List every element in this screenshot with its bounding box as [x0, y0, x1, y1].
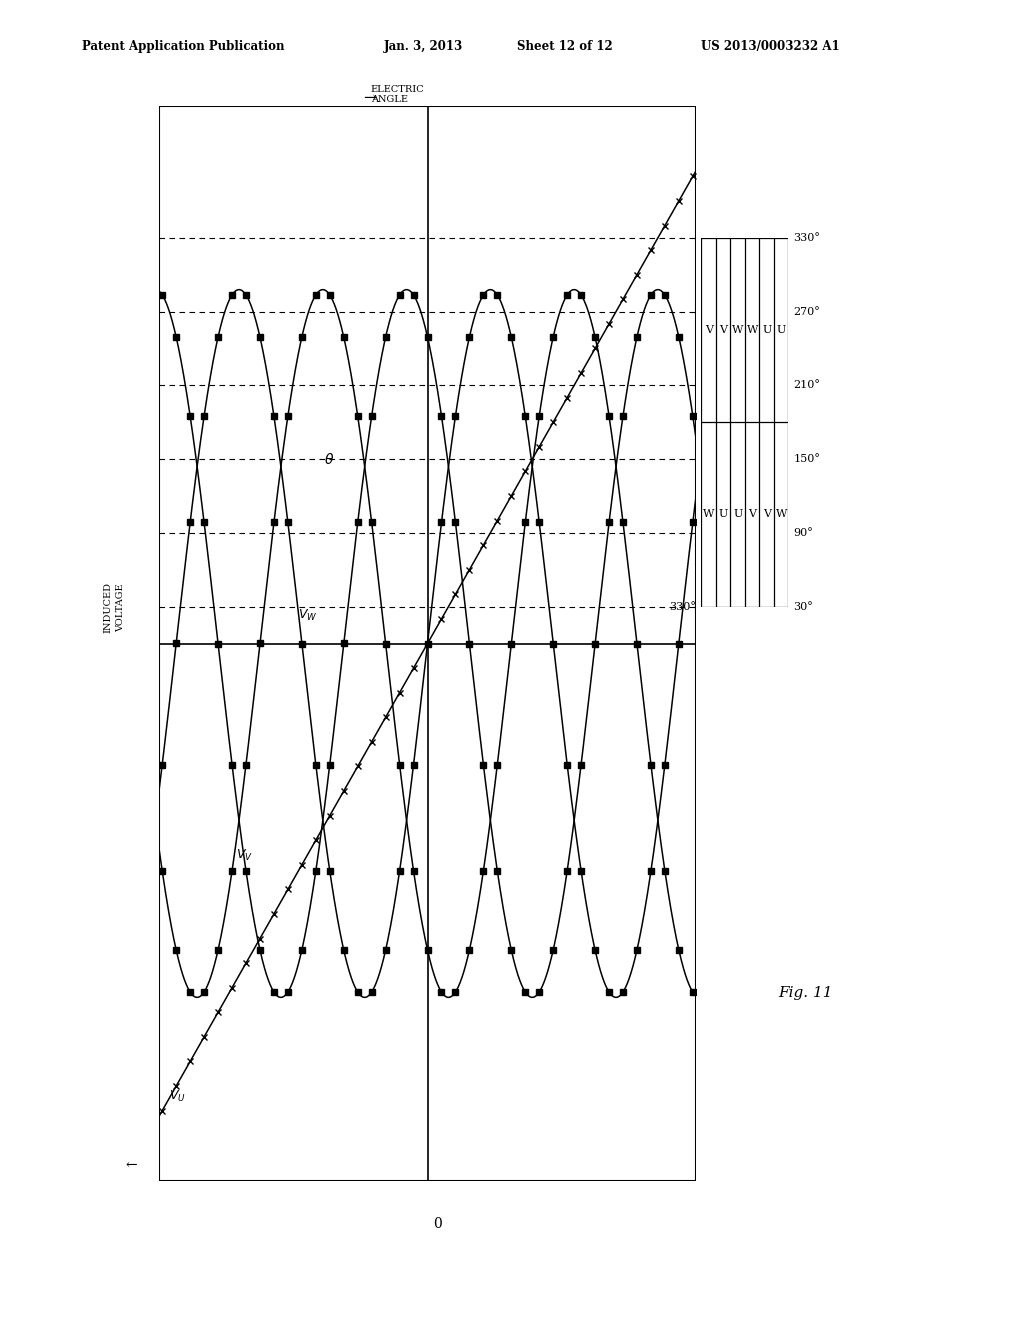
Text: INDUCED: INDUCED	[103, 582, 112, 632]
Text: Jan. 3, 2013: Jan. 3, 2013	[384, 40, 463, 53]
Text: V: V	[705, 325, 713, 335]
Text: Patent Application Publication: Patent Application Publication	[82, 40, 285, 53]
Text: $V_V$: $V_V$	[236, 849, 253, 863]
Text: 30°: 30°	[794, 602, 813, 611]
Text: ←: ←	[125, 1158, 137, 1171]
Text: →: →	[364, 92, 376, 106]
Text: 90°: 90°	[794, 528, 813, 537]
Text: ANGLE: ANGLE	[371, 95, 408, 104]
Text: $V_U$: $V_U$	[169, 1089, 186, 1104]
Text: 330°: 330°	[670, 602, 696, 611]
Text: 210°: 210°	[794, 380, 820, 391]
Text: Fig. 11: Fig. 11	[778, 986, 833, 999]
Text: U: U	[733, 510, 742, 520]
Text: V: V	[719, 325, 727, 335]
Text: 270°: 270°	[794, 306, 820, 317]
Text: 150°: 150°	[794, 454, 820, 465]
Text: W: W	[746, 325, 758, 335]
Text: U: U	[762, 325, 771, 335]
Text: 0: 0	[433, 1217, 441, 1230]
Text: VOLTAGE: VOLTAGE	[117, 583, 125, 631]
Text: $\theta$: $\theta$	[325, 451, 335, 467]
Text: Sheet 12 of 12: Sheet 12 of 12	[517, 40, 613, 53]
Text: US 2013/0003232 A1: US 2013/0003232 A1	[701, 40, 840, 53]
Text: 330°: 330°	[794, 232, 820, 243]
Text: U: U	[719, 510, 728, 520]
Text: ELECTRIC: ELECTRIC	[371, 84, 424, 94]
Text: W: W	[703, 510, 715, 520]
Text: V: V	[749, 510, 756, 520]
Text: V: V	[763, 510, 771, 520]
Text: W: W	[732, 325, 743, 335]
Text: U: U	[776, 325, 785, 335]
Text: $V_W$: $V_W$	[298, 607, 317, 623]
Text: W: W	[775, 510, 786, 520]
